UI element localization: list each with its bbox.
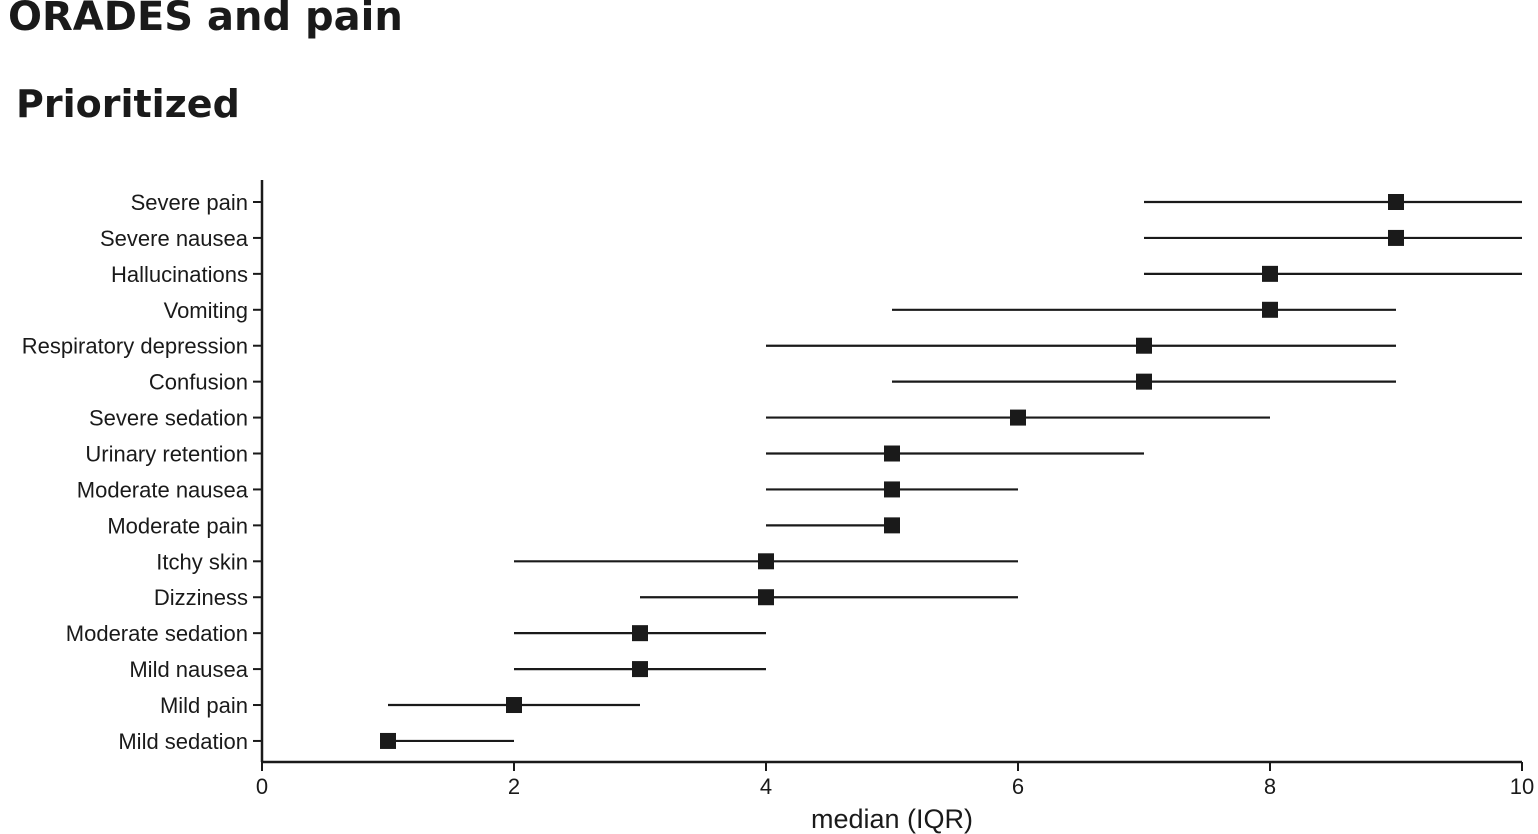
category-label: Moderate pain (107, 513, 248, 538)
category-label: Confusion (149, 370, 248, 395)
median-marker (632, 625, 648, 642)
median-marker (884, 445, 900, 462)
median-marker (1136, 337, 1152, 354)
category-label: Severe nausea (100, 226, 249, 251)
category-label: Vomiting (164, 298, 248, 323)
x-tick-label: 2 (508, 774, 520, 799)
category-label: Moderate sedation (66, 621, 248, 646)
category-label: Mild nausea (129, 657, 248, 682)
median-marker (506, 697, 522, 714)
median-marker (1262, 265, 1278, 282)
x-tick-label: 6 (1012, 774, 1024, 799)
category-label: Itchy skin (156, 549, 248, 574)
median-marker (1388, 229, 1404, 246)
median-marker (1010, 409, 1026, 426)
median-marker (1388, 194, 1404, 210)
median-marker (884, 517, 900, 534)
category-label: Dizziness (154, 585, 248, 610)
median-marker (758, 553, 774, 570)
chart-subtitle: Prioritized (16, 82, 240, 126)
x-tick-label: 0 (256, 774, 268, 799)
x-tick-label: 8 (1264, 774, 1276, 799)
category-label: Mild pain (160, 693, 248, 718)
x-tick-label: 4 (760, 774, 772, 799)
category-label: Moderate nausea (77, 477, 249, 502)
category-label: Respiratory depression (22, 334, 248, 359)
category-label: Hallucinations (111, 262, 248, 287)
category-label: Mild sedation (118, 729, 248, 754)
x-axis-title: median (IQR) (811, 804, 973, 834)
median-marker (632, 661, 648, 678)
median-marker (1262, 301, 1278, 318)
x-tick-label: 10 (1510, 774, 1534, 799)
category-label: Severe pain (131, 190, 248, 215)
median-marker (1136, 373, 1152, 390)
page-title: ORADES and pain (8, 0, 403, 40)
category-label: Severe sedation (89, 406, 248, 431)
category-label: Urinary retention (85, 442, 248, 467)
median-marker (884, 481, 900, 498)
median-marker (758, 589, 774, 606)
median-marker (380, 732, 396, 749)
